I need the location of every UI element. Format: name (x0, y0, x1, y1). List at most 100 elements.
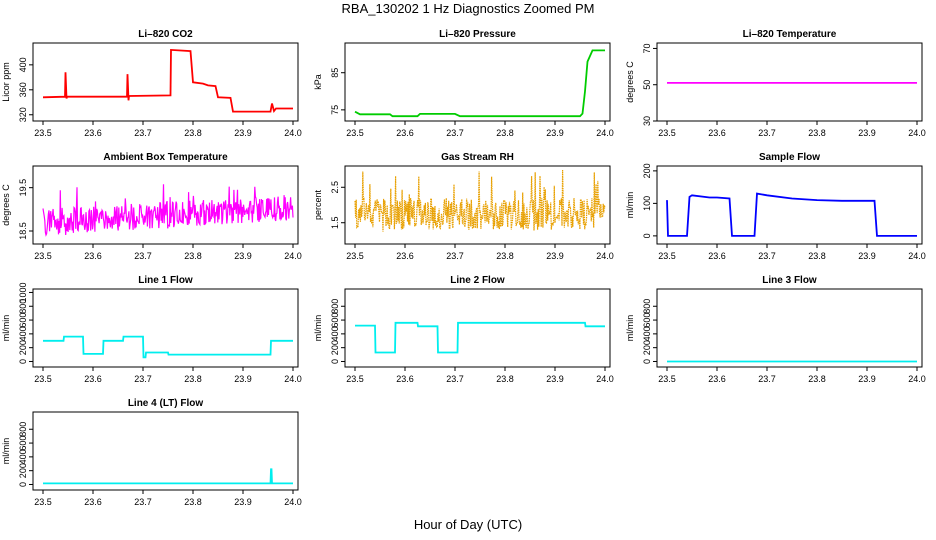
x-tick-label: 23.7 (134, 128, 152, 138)
x-tick-label: 23.7 (758, 251, 776, 261)
x-tick-label: 23.9 (234, 128, 252, 138)
x-tick-label: 23.8 (496, 251, 514, 261)
y-tick-label: 100 (642, 196, 652, 211)
y-tick-label: 2.5 (330, 181, 340, 194)
panel-title: Line 3 Flow (762, 275, 817, 286)
x-tick-label: 23.5 (658, 128, 676, 138)
x-tick-label: 24.0 (284, 497, 302, 507)
x-tick-label: 23.6 (84, 497, 102, 507)
x-tick-label: 23.8 (808, 374, 826, 384)
y-tick-label: 600 (642, 313, 652, 328)
x-tick-label: 23.9 (234, 497, 252, 507)
plot-frame (344, 42, 611, 122)
y-tick-label: 600 (18, 313, 28, 328)
y-axis-label: ml/min (625, 192, 635, 219)
x-tick-label: 23.8 (496, 128, 514, 138)
x-tick-label: 23.5 (658, 251, 676, 261)
panel-title: Line 2 Flow (450, 275, 505, 286)
y-tick-label: 85 (330, 68, 340, 78)
panel-co2: Li–820 CO2 23.5 23.6 23.7 23.8 23.9 24.0 320 360… (1, 29, 302, 138)
y-tick-label: 70 (642, 43, 652, 53)
x-tick-label: 24.0 (596, 374, 614, 384)
y-tick-label: 0 (642, 233, 652, 238)
y-tick-label: 800 (18, 422, 28, 437)
x-tick-label: 23.7 (134, 374, 152, 384)
panel-pressure: Li–820 Pressure 23.5 23.6 23.7 23.8 23.9 24.0 7… (313, 29, 614, 138)
series-group (42, 184, 294, 237)
y-tick-label: 800 (330, 299, 340, 314)
y-tick-label: 30 (642, 116, 652, 126)
panel-line4: Line 4 (LT) Flow 23.5 23.6 23.7 23.8 23.9 24.0… (1, 398, 302, 507)
panel-sample_flow: Sample Flow 23.5 23.6 23.7 23.8 23.9 24.0 0 100 2… (625, 152, 926, 261)
x-tick-label: 23.5 (658, 374, 676, 384)
x-tick-label: 23.8 (184, 497, 202, 507)
x-tick-label: 24.0 (596, 128, 614, 138)
x-tick-label: 23.9 (546, 251, 564, 261)
panel-title: Li–820 Temperature (743, 29, 837, 40)
x-tick-label: 23.6 (396, 251, 414, 261)
series-group (355, 321, 605, 354)
x-tick-label: 23.6 (708, 128, 726, 138)
y-tick-label: 600 (18, 436, 28, 451)
y-tick-label: 200 (330, 340, 340, 355)
y-tick-label: 200 (642, 163, 652, 178)
panel-title: Li–820 Pressure (439, 29, 516, 40)
plot-frame (656, 42, 923, 122)
series-group (354, 49, 605, 118)
x-tick-label: 24.0 (908, 374, 926, 384)
x-tick-label: 23.7 (446, 251, 464, 261)
y-tick-label: 200 (18, 340, 28, 355)
x-tick-label: 23.5 (34, 374, 52, 384)
y-axis-label: Licor ppm (1, 62, 11, 102)
plot-frame (32, 411, 299, 491)
series-line (354, 49, 605, 118)
y-tick-label: 320 (18, 107, 28, 122)
series-group (666, 192, 917, 237)
y-axis-label: ml/min (625, 315, 635, 342)
x-tick-label: 23.7 (758, 374, 776, 384)
series-group (43, 335, 293, 359)
series-group (43, 468, 293, 485)
y-tick-label: 400 (18, 326, 28, 341)
x-tick-label: 23.9 (546, 374, 564, 384)
x-tick-label: 23.8 (808, 128, 826, 138)
panel-title: Line 4 (LT) Flow (128, 398, 204, 409)
x-tick-label: 23.9 (234, 251, 252, 261)
y-tick-label: 200 (642, 340, 652, 355)
y-tick-label: 1000 (18, 282, 28, 302)
plot-frame (32, 165, 299, 245)
x-tick-label: 24.0 (908, 251, 926, 261)
y-tick-label: 0 (330, 359, 340, 364)
x-tick-label: 24.0 (284, 251, 302, 261)
panel-rh: Gas Stream RH 23.5 23.6 23.7 23.8 23.9 24.0 1.5… (313, 152, 614, 261)
y-tick-label: 400 (18, 449, 28, 464)
x-tick-label: 24.0 (908, 128, 926, 138)
x-tick-label: 23.7 (134, 497, 152, 507)
x-tick-label: 23.6 (84, 374, 102, 384)
panel-title: Ambient Box Temperature (103, 152, 228, 163)
panel-licor_temp: Li–820 Temperature 23.5 23.6 23.7 23.8 23.9 24… (625, 29, 926, 138)
x-tick-label: 23.7 (134, 251, 152, 261)
x-tick-label: 23.5 (34, 128, 52, 138)
series-line (666, 192, 917, 237)
plot-frame (344, 288, 611, 368)
x-tick-label: 23.9 (546, 128, 564, 138)
y-tick-label: 75 (330, 105, 340, 115)
series-group (354, 169, 606, 232)
plot-frame (32, 288, 299, 368)
series-line (355, 321, 605, 354)
x-tick-label: 23.9 (858, 374, 876, 384)
y-tick-label: 400 (642, 326, 652, 341)
x-tick-label: 23.8 (184, 374, 202, 384)
series-line (42, 184, 294, 237)
y-tick-label: 400 (330, 326, 340, 341)
y-axis-label: degrees C (625, 61, 635, 103)
series-line (43, 468, 293, 485)
x-tick-label: 23.9 (858, 251, 876, 261)
x-tick-label: 23.7 (446, 128, 464, 138)
x-tick-label: 23.7 (758, 128, 776, 138)
x-tick-label: 23.5 (346, 128, 364, 138)
y-axis-label: ml/min (313, 315, 323, 342)
y-tick-label: 200 (18, 463, 28, 478)
y-tick-label: 400 (18, 57, 28, 72)
